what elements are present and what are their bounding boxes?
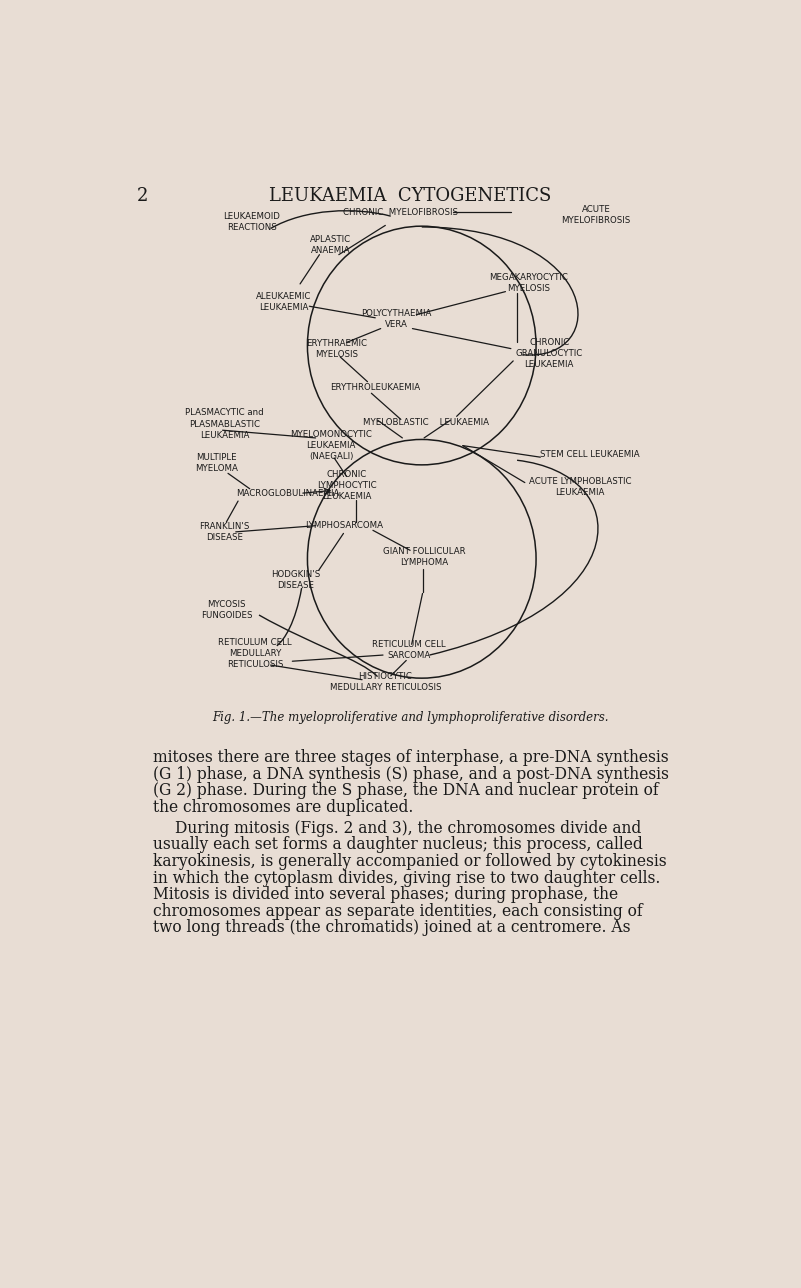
Text: During mitosis (Figs. 2 and 3), the chromosomes divide and: During mitosis (Figs. 2 and 3), the chro… (175, 820, 641, 837)
Text: Mitosis is divided into several phases; during prophase, the: Mitosis is divided into several phases; … (153, 886, 618, 903)
Text: PLASMACYTIC and
PLASMABLASTIC
LEUKAEMIA: PLASMACYTIC and PLASMABLASTIC LEUKAEMIA (185, 408, 264, 439)
Text: ERYTHRAEMIC
MYELOSIS: ERYTHRAEMIC MYELOSIS (306, 339, 367, 359)
Text: two long threads (the chromatids) joined at a centromere. As: two long threads (the chromatids) joined… (153, 920, 630, 936)
Text: 2: 2 (136, 187, 148, 205)
Text: in which the cytoplasm divides, giving rise to two daughter cells.: in which the cytoplasm divides, giving r… (153, 869, 660, 886)
Text: APLASTIC
ANAEMIA: APLASTIC ANAEMIA (310, 236, 351, 255)
Text: the chromosomes are duplicated.: the chromosomes are duplicated. (153, 799, 413, 815)
Text: HISTIOCYTIC
MEDULLARY RETICULOSIS: HISTIOCYTIC MEDULLARY RETICULOSIS (329, 672, 441, 692)
Text: chromosomes appear as separate identities, each consisting of: chromosomes appear as separate identitie… (153, 903, 642, 920)
Text: LEUKAEMOID
REACTIONS: LEUKAEMOID REACTIONS (223, 213, 280, 232)
Text: POLYCYTHAEMIA
VERA: POLYCYTHAEMIA VERA (361, 309, 432, 328)
Text: RETICULUM CELL
MEDULLARY
RETICULOSIS: RETICULUM CELL MEDULLARY RETICULOSIS (219, 638, 292, 670)
Text: FRANKLIN'S
DISEASE: FRANKLIN'S DISEASE (199, 522, 250, 542)
Text: CHRONIC  MYELOFIBROSIS: CHRONIC MYELOFIBROSIS (344, 207, 458, 216)
Text: ERYTHROLEUKAEMIA: ERYTHROLEUKAEMIA (330, 384, 421, 393)
Text: GIANT FOLLICULAR
LYMPHOMA: GIANT FOLLICULAR LYMPHOMA (383, 547, 465, 567)
Text: karyokinesis, is generally accompanied or followed by cytokinesis: karyokinesis, is generally accompanied o… (153, 853, 666, 869)
Text: ACUTE LYMPHOBLASTIC
LEUKAEMIA: ACUTE LYMPHOBLASTIC LEUKAEMIA (529, 477, 631, 497)
Text: (G 2) phase. During the S phase, the DNA and nuclear protein of: (G 2) phase. During the S phase, the DNA… (153, 782, 658, 799)
Text: MEGAKARYOCYTIC
MYELOSIS: MEGAKARYOCYTIC MYELOSIS (489, 273, 568, 294)
Text: MYELOBLASTIC    LEUKAEMIA: MYELOBLASTIC LEUKAEMIA (363, 419, 489, 428)
Text: Fig. 1.—The myeloproliferative and lymphoproliferative disorders.: Fig. 1.—The myeloproliferative and lymph… (212, 711, 609, 724)
Text: ALEUKAEMIC
LEUKAEMIA: ALEUKAEMIC LEUKAEMIA (256, 292, 312, 313)
Text: LEUKAEMIA  CYTOGENETICS: LEUKAEMIA CYTOGENETICS (269, 187, 551, 205)
Text: HODGKIN'S
DISEASE: HODGKIN'S DISEASE (271, 569, 320, 590)
Text: MYELOMONOCYTIC
LEUKAEMIA
(NAEGALI): MYELOMONOCYTIC LEUKAEMIA (NAEGALI) (290, 430, 372, 461)
Text: RETICULUM CELL
SARCOMA: RETICULUM CELL SARCOMA (372, 640, 445, 661)
Text: mitoses there are three stages of interphase, a pre-DNA synthesis: mitoses there are three stages of interp… (153, 750, 669, 766)
Text: CHRONIC
LYMPHOCYTIC
LEUKAEMIA: CHRONIC LYMPHOCYTIC LEUKAEMIA (316, 470, 376, 501)
Text: MYCOSIS
FUNGOIDES: MYCOSIS FUNGOIDES (201, 600, 252, 621)
Text: MACROGLOBULINAEMIA: MACROGLOBULINAEMIA (235, 489, 339, 498)
Text: ACUTE
MYELOFIBROSIS: ACUTE MYELOFIBROSIS (562, 205, 630, 225)
Text: CHRONIC
GRANULOCYTIC
LEUKAEMIA: CHRONIC GRANULOCYTIC LEUKAEMIA (516, 337, 583, 368)
Text: (G 1) phase, a DNA synthesis (S) phase, and a post-DNA synthesis: (G 1) phase, a DNA synthesis (S) phase, … (153, 765, 669, 783)
Text: LYMPHOSARCOMA: LYMPHOSARCOMA (305, 522, 383, 531)
Text: MULTIPLE
MYELOMA: MULTIPLE MYELOMA (195, 452, 238, 473)
Text: usually each set forms a daughter nucleus; this process, called: usually each set forms a daughter nucleu… (153, 836, 642, 854)
Text: STEM CELL LEUKAEMIA: STEM CELL LEUKAEMIA (541, 451, 640, 460)
